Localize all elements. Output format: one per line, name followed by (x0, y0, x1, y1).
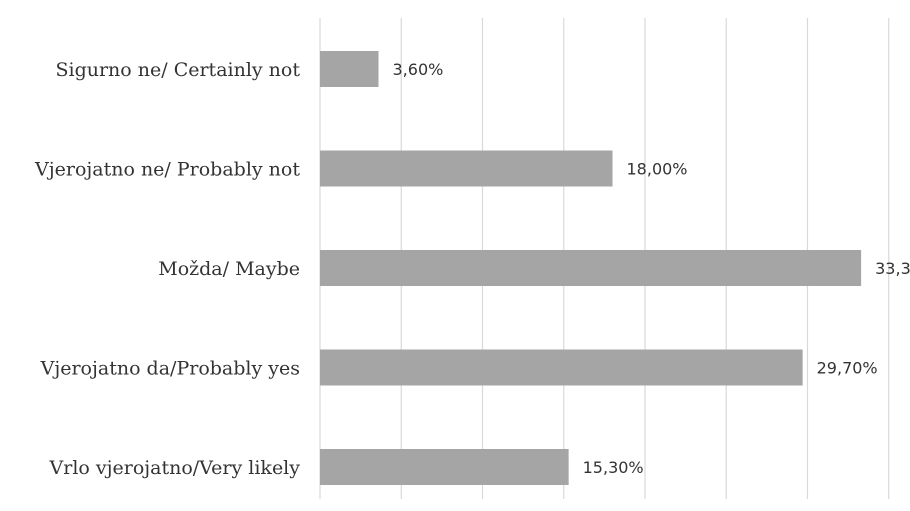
value-label: 18,00% (627, 160, 688, 179)
value-label: 33,30% (875, 259, 910, 278)
bar (320, 51, 379, 87)
category-label: Vjerojatno ne/ Probably not (34, 159, 300, 181)
category-label: Vrlo vjerojatno/Very likely (49, 457, 301, 479)
bars (320, 51, 862, 485)
category-labels: Sigurno ne/ Certainly not Vjerojatno ne/ … (34, 59, 300, 479)
category-label: Vjerojatno da/Probably yes (40, 358, 300, 380)
bar (320, 449, 569, 485)
value-label: 29,70% (817, 359, 878, 378)
category-label: Možda/ Maybe (158, 258, 300, 280)
bar (320, 150, 613, 187)
bar (320, 349, 803, 386)
value-label: 15,30% (583, 458, 644, 477)
value-label: 3,60% (393, 60, 444, 79)
value-labels: 3,60% 18,00% 33,30% 29,70% 15,30% (393, 60, 910, 477)
category-label: Sigurno ne/ Certainly not (55, 59, 300, 81)
bar (320, 250, 862, 286)
